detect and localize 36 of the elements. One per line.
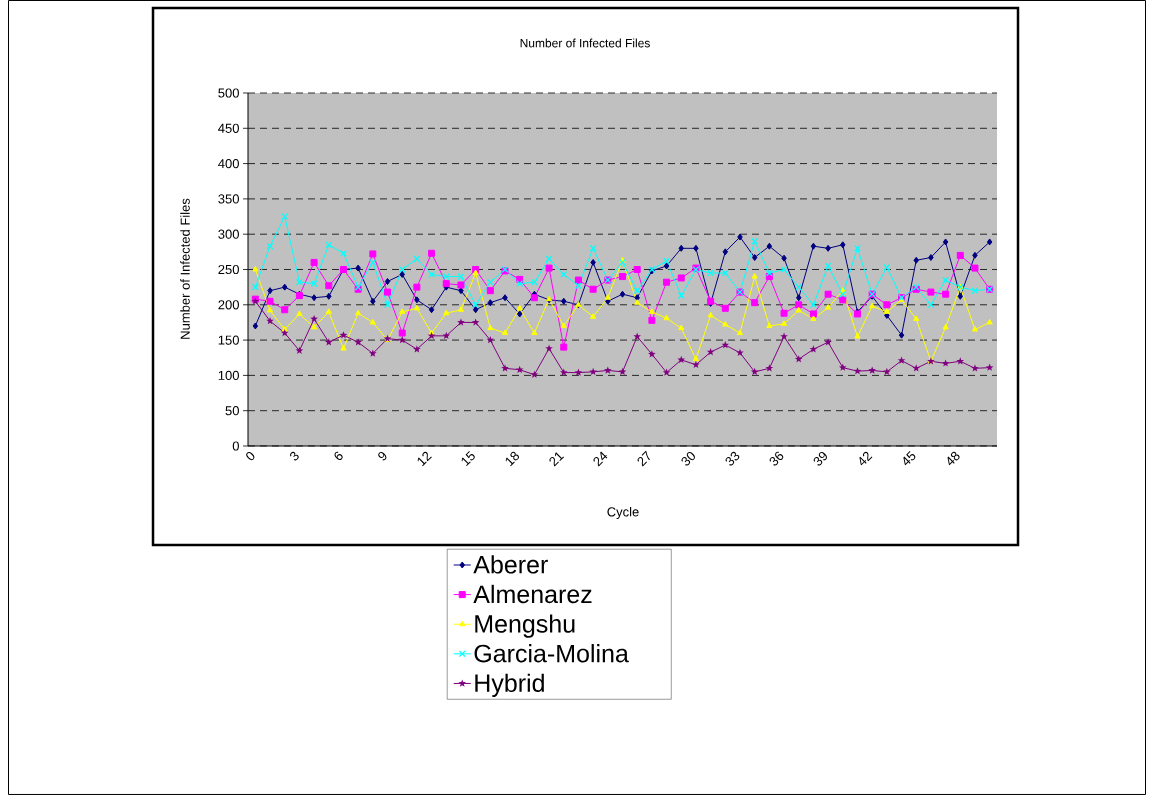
y-tick-label: 50: [225, 406, 239, 416]
legend-label: Garcia-Molina: [474, 644, 629, 663]
x-tick-label: 6: [334, 451, 343, 461]
y-axis-title: Number of Infected Files: [180, 198, 190, 339]
x-tick-label: 12: [417, 451, 432, 467]
y-tick-label: 500: [218, 88, 239, 98]
x-tick-label: 9: [378, 451, 387, 461]
x-tick-label: 15: [461, 451, 475, 467]
x-tick-label: 24: [593, 451, 608, 467]
x-tick-label: 42: [859, 451, 873, 466]
x-tick-label: 0: [246, 451, 255, 461]
legend-label: Aberer: [473, 555, 548, 574]
y-tick-label: 150: [218, 335, 239, 345]
y-tick-label: 100: [218, 370, 239, 380]
y-tick-label: 300: [218, 229, 239, 239]
x-tick-label: 30: [681, 451, 695, 466]
y-tick-label: 0: [232, 441, 239, 451]
legend-label: Almenarez: [473, 584, 592, 604]
x-tick-label: 21: [549, 452, 565, 467]
x-tick-label: 39: [813, 451, 828, 466]
y-tick-label: 200: [218, 300, 239, 310]
y-tick-label: 350: [218, 194, 239, 204]
x-axis-title: Cycle: [607, 506, 639, 520]
y-tick-label: 450: [218, 123, 239, 133]
x-tick-label: 27: [637, 450, 650, 467]
legend-label: Mengshu: [475, 614, 575, 638]
legend-label: Hybrid: [475, 673, 544, 697]
x-tick-label: 45: [903, 451, 916, 466]
x-tick-label: 3: [290, 451, 299, 461]
x-tick-label: 33: [725, 451, 740, 466]
x-tick-label: 48: [947, 451, 960, 466]
x-tick-label: 36: [769, 451, 784, 466]
chart-title: Number of Infected Files: [520, 38, 650, 48]
x-tick-label: 18: [505, 451, 520, 467]
y-tick-label: 400: [218, 158, 239, 169]
y-tick-label: 250: [218, 264, 239, 275]
